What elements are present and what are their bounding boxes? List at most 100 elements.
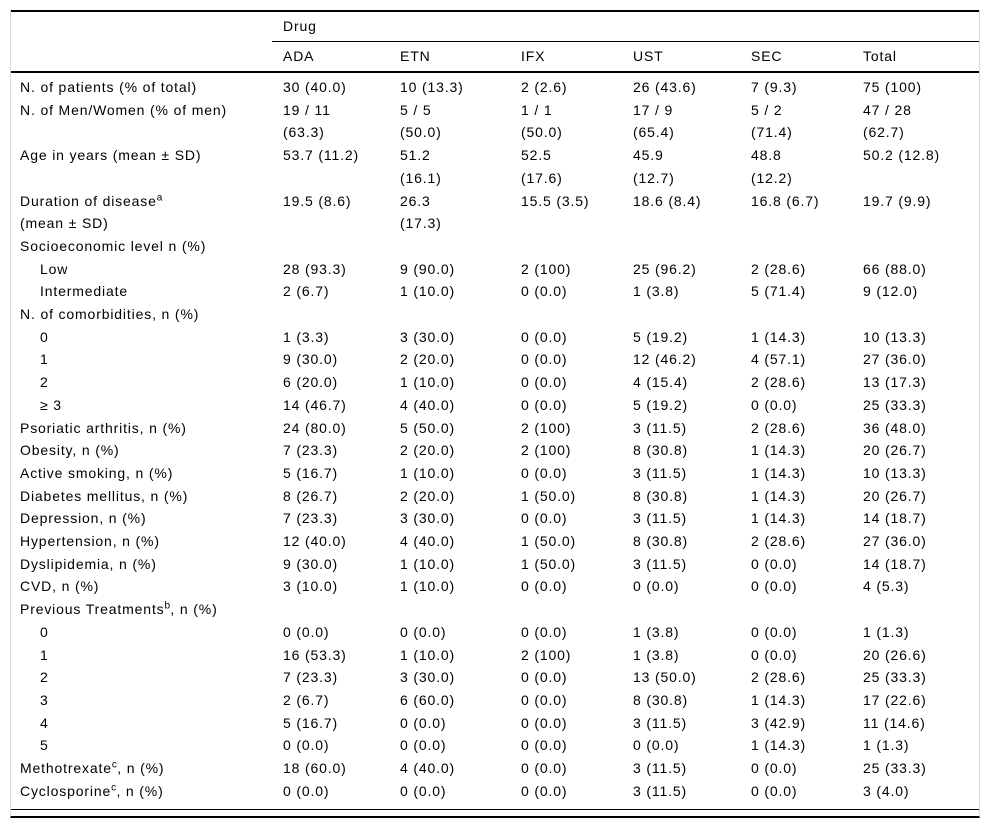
data-cell: 27 (36.0) (863, 351, 927, 368)
column-header-etn: ETN (389, 41, 510, 73)
data-cell (510, 598, 622, 621)
data-cell: 19.7 (9.9) (863, 192, 932, 209)
table-row: Methotrexatec, n (%) 18 (60.0) 4 (40.0) 0 (… (11, 757, 979, 780)
row-label: 4 (40, 714, 49, 731)
data-cell: 0 (0.0) (400, 714, 447, 731)
data-cell: 3 (11.5) (633, 510, 688, 527)
data-cell: 5 / 2 (71.4) (751, 101, 793, 141)
data-cell: 1 (50.0) (521, 487, 577, 504)
footnote-marker: b (164, 600, 171, 612)
data-cell: 3 (11.5) (622, 779, 740, 810)
data-cell: 0 (0.0) (633, 737, 680, 754)
data-cell: 19.5 (8.6) (283, 192, 352, 209)
data-cell: 1 (50.0) (521, 533, 577, 550)
data-cell: 20 (26.6) (863, 646, 927, 663)
row-label: N. of comorbidities, n (%) (20, 306, 200, 323)
data-cell (272, 598, 389, 621)
data-cell: 0 (0.0) (521, 464, 568, 481)
data-cell: 3 (11.5) (633, 760, 688, 777)
data-cell: 3 (10.0) (283, 578, 339, 595)
table-body: N. of patients (% of total) 30 (40.0) 10 (… (11, 72, 980, 810)
data-cell (389, 235, 510, 258)
data-cell: 1 (14.3) (751, 737, 807, 754)
data-cell: 9 (90.0) (400, 260, 456, 277)
data-cell: 14 (18.7) (863, 555, 927, 572)
data-cell: 20 (26.7) (863, 442, 927, 459)
drug-group-header: Drug (272, 11, 980, 42)
data-cell: 0 (0.0) (521, 669, 568, 686)
data-cell: 4 (40.0) (400, 533, 456, 550)
data-cell: 1 (14.3) (751, 510, 807, 527)
data-cell: 53.7 (11.2) (283, 147, 360, 164)
table-row: 5 0 (0.0) 0 (0.0) 0 (0.0) 0 (0.0) 1 (14.3) 1 (… (11, 734, 979, 757)
table-row: 0 0 (0.0) 0 (0.0) 0 (0.0) 1 (3.8) 0 (0.0) 1 (1… (11, 621, 979, 644)
data-cell: 3 (30.0) (400, 510, 456, 527)
data-cell: 0 (0.0) (521, 283, 568, 300)
row-label: N. of Men/Women (% of men) (20, 101, 228, 118)
data-cell: 0 (0.0) (521, 351, 568, 368)
data-cell: 3 (30.0) (400, 328, 456, 345)
data-cell: 0 (0.0) (740, 779, 852, 810)
data-cell: 51.2 (16.1) (400, 147, 442, 186)
row-label: Duration of diseasea (mean ± SD) (11, 190, 272, 235)
data-cell: 50.2 (12.8) (863, 147, 941, 164)
data-cell: 0 (0.0) (751, 555, 798, 572)
data-cell: 0 (0.0) (521, 374, 568, 391)
row-label: Previous Treatmentsb, n (%) (20, 600, 218, 618)
data-cell (740, 303, 852, 326)
table-row: Duration of diseasea (mean ± SD) 19.5 (8.6… (11, 190, 979, 235)
table-row: Active smoking, n (%) 5 (16.7) 1 (10.0) 0 (… (11, 462, 979, 485)
data-cell: 2 (6.7) (283, 283, 330, 300)
table-row: Psoriatic arthritis, n (%) 24 (80.0) 5 (50… (11, 417, 979, 440)
data-cell: 8 (30.8) (633, 442, 689, 459)
table-row: Obesity, n (%) 7 (23.3) 2 (20.0) 2 (100) 8 (… (11, 439, 979, 462)
data-cell: 0 (0.0) (751, 623, 798, 640)
data-cell: 8 (30.8) (633, 533, 689, 550)
table-row: ≥ 3 14 (46.7) 4 (40.0) 0 (0.0) 5 (19.2) 0 (0.… (11, 394, 979, 417)
row-label: CVD, n (%) (20, 578, 100, 595)
data-cell: 52.5 (17.6) (521, 147, 563, 186)
data-cell (622, 303, 740, 326)
data-cell: 10 (13.3) (400, 79, 464, 95)
data-cell: 12 (46.2) (633, 351, 697, 368)
data-cell: 5 / 5 (50.0) (400, 101, 442, 141)
data-cell: 2 (100) (521, 419, 572, 436)
table-row: Low 28 (93.3) 9 (90.0) 2 (100) 25 (96.2) 2 (2… (11, 258, 979, 281)
data-cell: 5 (16.7) (283, 464, 339, 481)
table-row: 4 5 (16.7) 0 (0.0) 0 (0.0) 3 (11.5) 3 (42.9) 1… (11, 712, 979, 735)
data-cell: 17 (22.6) (863, 691, 927, 708)
data-cell: 3 (30.0) (400, 669, 456, 686)
data-cell: 30 (40.0) (283, 79, 347, 95)
row-label: 2 (40, 374, 49, 391)
data-cell: 0 (0.0) (521, 737, 568, 754)
table-row: Depression, n (%) 7 (23.3) 3 (30.0) 0 (0.0)… (11, 507, 979, 530)
data-cell: 25 (33.3) (863, 669, 927, 686)
data-cell: 1 (3.8) (633, 646, 680, 663)
data-cell: 8 (30.8) (633, 691, 689, 708)
data-cell (272, 303, 389, 326)
data-cell: 1 (10.0) (400, 283, 456, 300)
data-cell: 4 (5.3) (863, 578, 910, 595)
data-cell: 10 (13.3) (863, 328, 927, 345)
data-cell (510, 235, 622, 258)
row-label: 2 (40, 669, 49, 686)
row-label: N. of patients (% of total) (20, 79, 198, 95)
data-cell (852, 235, 979, 258)
table-row: Previous Treatmentsb, n (%) (11, 598, 979, 621)
footnote-marker: c (111, 759, 118, 771)
data-cell: 2 (28.6) (751, 260, 807, 277)
data-cell: 12 (40.0) (283, 533, 347, 550)
data-cell: 2 (100) (521, 646, 572, 663)
data-cell: 0 (0.0) (389, 779, 510, 810)
row-label: Socioeconomic level n (%) (20, 237, 207, 254)
row-label: 0 (40, 623, 49, 640)
column-header-ust: UST (622, 41, 740, 73)
data-cell: 6 (20.0) (283, 374, 339, 391)
data-cell: 1 (1.3) (863, 737, 910, 754)
data-cell: 1 (10.0) (400, 464, 456, 481)
row-label: 1 (40, 646, 49, 663)
table-row: N. of comorbidities, n (%) (11, 303, 979, 326)
data-cell: 2 (20.0) (400, 442, 456, 459)
row-label: 1 (40, 351, 49, 368)
data-cell: 1 (14.3) (751, 691, 807, 708)
